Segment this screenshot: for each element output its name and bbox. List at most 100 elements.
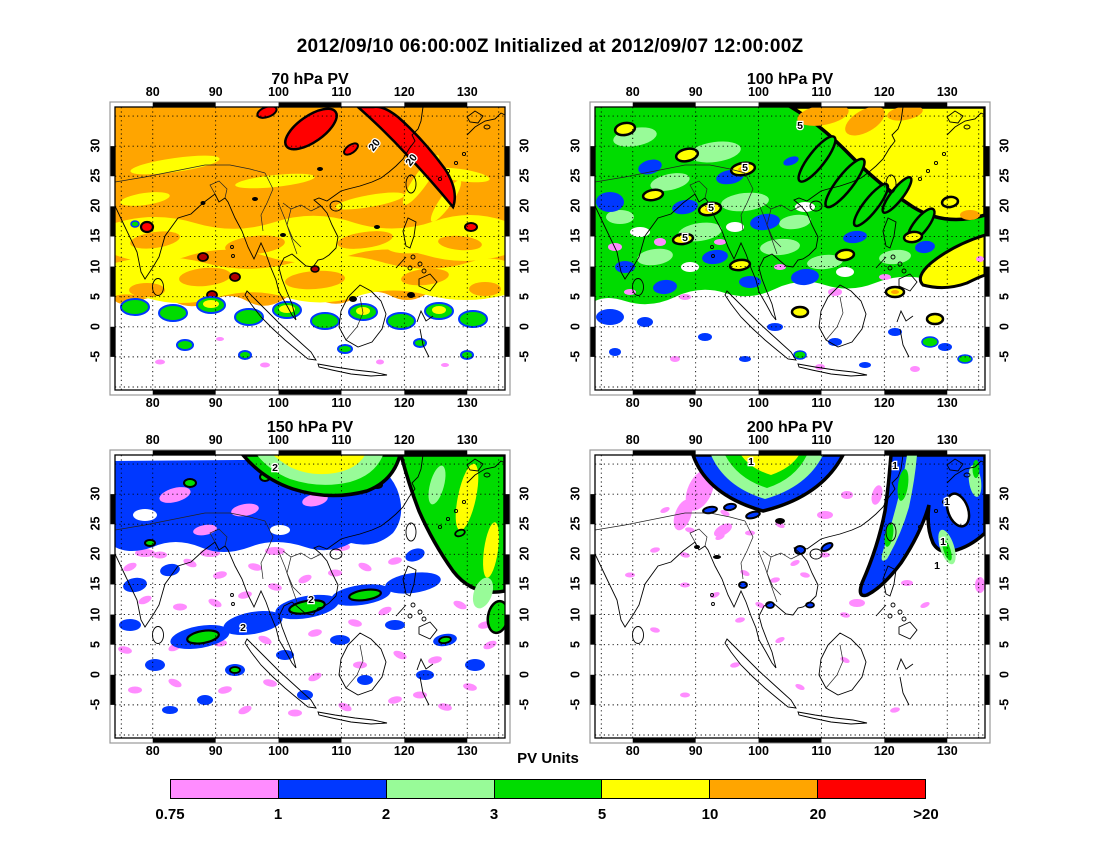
lat-tick-right: -5 bbox=[997, 698, 1012, 710]
lon-tick-bottom: 80 bbox=[145, 396, 160, 410]
panel-70hpa: 70 hPa PV 20 20 80 80 90 90 100 100 110 110 120 120 1… bbox=[89, 71, 532, 410]
lon-tick-bottom: 120 bbox=[873, 744, 895, 758]
lon-tick-top: 110 bbox=[331, 85, 352, 99]
lat-tick-right: 20 bbox=[997, 546, 1012, 561]
lon-tick-top: 80 bbox=[625, 433, 640, 447]
lat-tick-left: 25 bbox=[568, 516, 583, 531]
lat-tick-left: 0 bbox=[88, 670, 103, 678]
lon-tick-bottom: 80 bbox=[625, 396, 640, 410]
lon-tick-bottom: 100 bbox=[268, 396, 289, 410]
lat-tick-left: 15 bbox=[88, 577, 103, 591]
lat-tick-right: 30 bbox=[517, 486, 532, 501]
colorbar bbox=[170, 779, 926, 799]
contour-label: 1 bbox=[934, 560, 940, 572]
colorbar-tick-label: 0.75 bbox=[155, 806, 185, 823]
pv-field-200hpa bbox=[625, 455, 985, 713]
panel-title-200hpa: 200 hPa PV bbox=[746, 419, 834, 436]
lat-tick-right: 25 bbox=[517, 516, 532, 531]
lat-tick-left: 10 bbox=[88, 259, 103, 274]
lon-tick-top: 120 bbox=[873, 85, 895, 99]
lon-tick-top: 80 bbox=[625, 85, 640, 99]
colorbar-tick-label: 5 bbox=[597, 806, 607, 823]
lat-tick-left: 15 bbox=[88, 229, 103, 243]
lon-tick-top: 120 bbox=[393, 433, 415, 447]
lat-tick-right: 15 bbox=[517, 577, 532, 591]
lat-tick-right: -5 bbox=[517, 698, 532, 710]
lat-tick-left: 15 bbox=[568, 229, 583, 243]
lon-tick-bottom: 120 bbox=[873, 396, 895, 410]
panel-title-150hpa: 150 hPa PV bbox=[266, 419, 354, 436]
lon-tick-top: 110 bbox=[811, 85, 832, 99]
lat-tick-left: 20 bbox=[568, 198, 583, 213]
lon-tick-bottom: 110 bbox=[811, 744, 832, 758]
lon-tick-top: 80 bbox=[145, 433, 160, 447]
lat-tick-right: 30 bbox=[997, 486, 1012, 501]
lat-tick-left: 5 bbox=[568, 292, 583, 300]
frame-tick-bars bbox=[590, 450, 990, 743]
colorbar-segment-3 bbox=[494, 780, 603, 798]
graticule bbox=[595, 455, 985, 738]
frame-outer bbox=[589, 101, 991, 396]
panel-title-70hpa: 70 hPa PV bbox=[271, 71, 349, 88]
coastline-layer bbox=[595, 455, 985, 725]
lon-tick-top: 110 bbox=[331, 433, 352, 447]
lat-tick-right: 10 bbox=[517, 259, 532, 274]
lon-tick-bottom: 80 bbox=[145, 744, 160, 758]
frame-inner bbox=[114, 106, 506, 391]
contour-label: 2 bbox=[308, 594, 314, 606]
contour-label: 5 bbox=[797, 120, 803, 132]
border-layer bbox=[115, 164, 364, 341]
lon-tick-top: 80 bbox=[145, 85, 160, 99]
colorbar-tick-label: 10 bbox=[701, 806, 719, 823]
lon-tick-bottom: 110 bbox=[811, 396, 832, 410]
lat-tick-left: 30 bbox=[88, 138, 103, 153]
lat-tick-left: 25 bbox=[88, 168, 103, 183]
contour-label: 1 bbox=[748, 456, 754, 468]
colorbar-tick-label: 3 bbox=[489, 806, 499, 823]
panel-100hpa: 100 hPa PV 5 5 5 5 80 80 90 90 100 100 110 110 120 120… bbox=[569, 71, 1012, 410]
lon-tick-bottom: 120 bbox=[393, 396, 415, 410]
lat-tick-right: 30 bbox=[997, 138, 1012, 153]
frame-tick-bars bbox=[110, 450, 510, 743]
lat-tick-left: 20 bbox=[568, 546, 583, 561]
graticule bbox=[115, 455, 505, 738]
lon-tick-top: 90 bbox=[208, 85, 223, 99]
panel-150hpa: 150 hPa PV 2 2 2 80 80 90 90 100 100 110 110 120 120 1… bbox=[89, 419, 532, 758]
lat-tick-right: 5 bbox=[997, 640, 1012, 648]
contour-label: 5 bbox=[708, 202, 714, 214]
lon-tick-top: 130 bbox=[456, 433, 478, 447]
frame-outer bbox=[589, 449, 991, 744]
lat-tick-right: 15 bbox=[517, 229, 532, 243]
colorbar-units-label: PV Units bbox=[517, 750, 579, 767]
lat-tick-right: 15 bbox=[997, 229, 1012, 243]
lon-tick-top: 110 bbox=[811, 433, 832, 447]
lat-tick-left: 30 bbox=[88, 486, 103, 501]
lon-tick-bottom: 90 bbox=[208, 744, 223, 758]
lat-tick-right: 10 bbox=[517, 607, 532, 622]
lon-tick-top: 130 bbox=[456, 85, 478, 99]
lon-tick-top: 130 bbox=[936, 433, 958, 447]
contour-label: 1 bbox=[940, 536, 946, 548]
graticule bbox=[595, 107, 985, 390]
lat-tick-right: 20 bbox=[517, 546, 532, 561]
lat-tick-right: 20 bbox=[517, 198, 532, 213]
lon-tick-top: 90 bbox=[688, 85, 703, 99]
graticule bbox=[115, 107, 505, 390]
lat-tick-left: 0 bbox=[568, 322, 583, 330]
colorbar-segment-1 bbox=[278, 780, 387, 798]
lat-tick-right: 5 bbox=[517, 292, 532, 300]
lat-tick-right: 0 bbox=[517, 670, 532, 678]
lon-tick-bottom: 80 bbox=[625, 744, 640, 758]
lat-tick-left: 30 bbox=[568, 138, 583, 153]
lat-tick-right: 25 bbox=[997, 516, 1012, 531]
lat-tick-right: 5 bbox=[517, 640, 532, 648]
lat-tick-left: 25 bbox=[568, 168, 583, 183]
lat-tick-right: 10 bbox=[997, 259, 1012, 274]
panel-200hpa: 200 hPa PV 1 1 1 1 1 80 80 90 90 100 100 110 110 120 12… bbox=[569, 419, 1012, 758]
lat-tick-right: 0 bbox=[997, 670, 1012, 678]
pv-field-70hpa bbox=[115, 107, 505, 368]
lat-tick-right: -5 bbox=[997, 350, 1012, 362]
border-layer bbox=[595, 164, 844, 341]
